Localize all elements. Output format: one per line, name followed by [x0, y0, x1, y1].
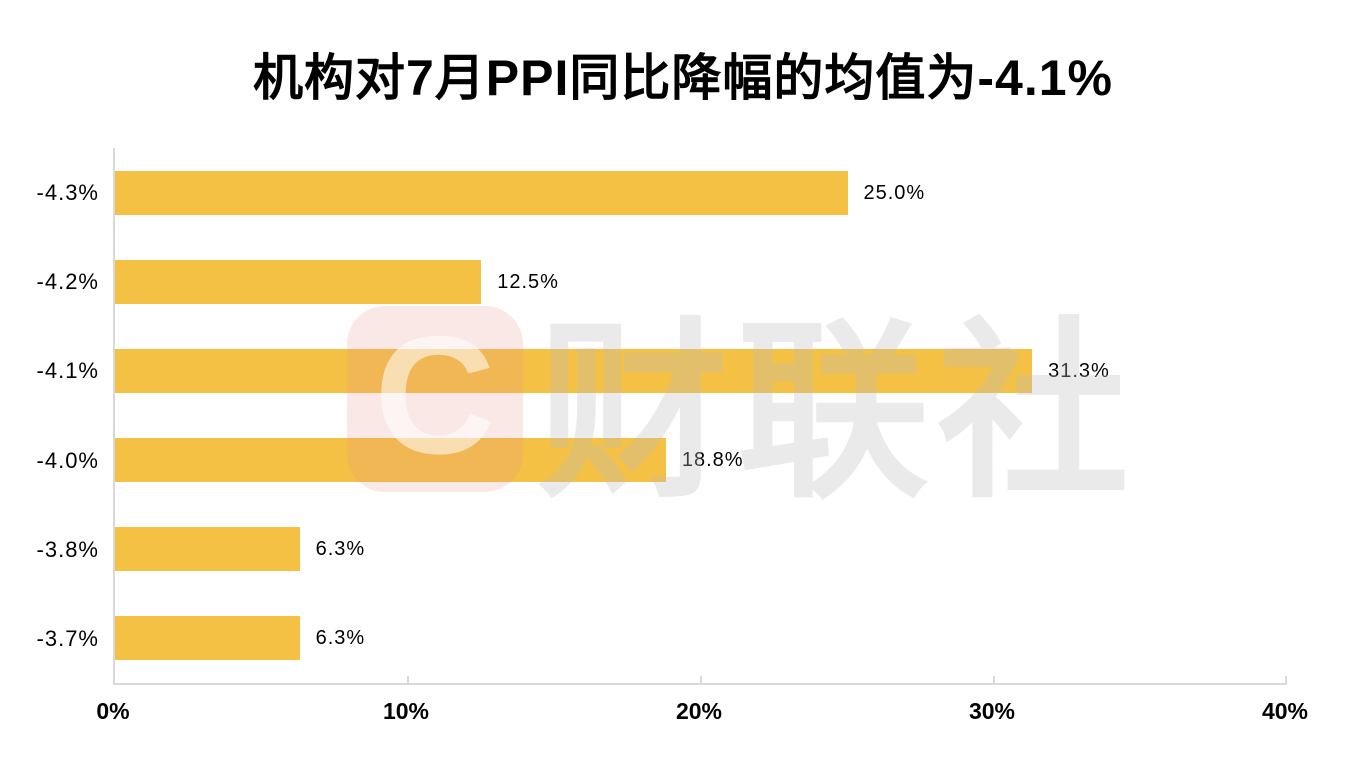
chart-title: 机构对7月PPI同比降幅的均值为-4.1% — [252, 50, 1113, 106]
bar-value-label: 6.3% — [315, 538, 366, 561]
bar — [115, 259, 482, 304]
bar — [115, 616, 300, 661]
bar-value-label: 31.3% — [1048, 359, 1110, 382]
bar — [115, 438, 666, 483]
x-axis-tick-label: 20% — [675, 698, 723, 724]
bar-row: -3.7% 6.3% — [37, 594, 1287, 683]
bar-value-label: 18.8% — [681, 449, 744, 472]
y-axis-category-label: -4.2% — [36, 269, 99, 295]
x-axis-tick-mark — [407, 676, 409, 683]
plot-area: -4.3% 25.0% -4.2% 12.5% -4.1% 31.3% -4.0% 18.8%… — [37, 148, 1287, 685]
bar-value-label: 12.5% — [497, 270, 559, 293]
bar-value-label: 25.0% — [863, 181, 926, 204]
x-axis-tick-label: 0% — [96, 698, 130, 724]
x-axis-tick-mark — [700, 676, 702, 683]
y-axis-category-label: -3.8% — [36, 536, 99, 562]
bar-row: -4.3% 25.0% — [37, 148, 1287, 237]
bar — [115, 348, 1033, 393]
bar-row: -4.0% 18.8% — [37, 416, 1287, 505]
x-axis-tick-mark — [993, 676, 995, 683]
x-axis-tick-label: 10% — [382, 698, 430, 724]
bar-row: -3.8% 6.3% — [37, 505, 1287, 594]
y-axis-category-label: -4.0% — [36, 447, 99, 473]
y-axis-category-label: -4.3% — [36, 180, 99, 205]
y-axis-category-label: -4.1% — [36, 358, 99, 384]
bar-value-label: 6.3% — [315, 627, 366, 650]
bar — [115, 170, 848, 215]
bar — [115, 527, 300, 572]
x-axis-tick-label: 30% — [968, 698, 1016, 724]
bar-row: -4.1% 31.3% — [37, 326, 1287, 415]
x-axis-tick-mark — [1285, 676, 1287, 683]
x-axis-tick-label: 40% — [1261, 698, 1309, 724]
y-axis-category-label: -3.7% — [36, 625, 99, 651]
bar-row: -4.2% 12.5% — [37, 237, 1287, 326]
